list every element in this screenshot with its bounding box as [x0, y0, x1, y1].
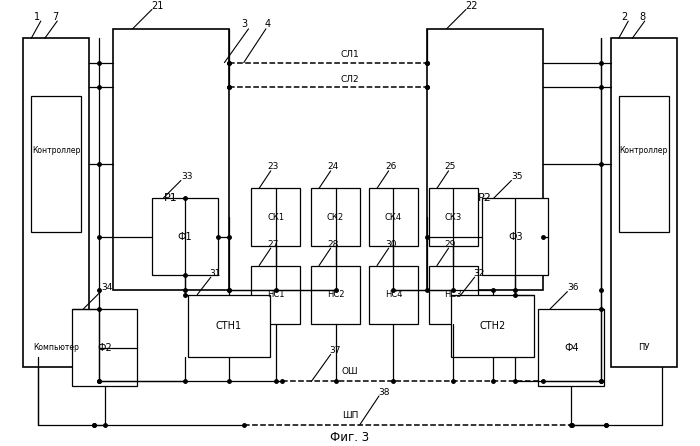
Bar — [427, 29, 543, 290]
Bar — [452, 294, 533, 357]
Text: Ф1: Ф1 — [178, 231, 192, 242]
Bar — [429, 188, 477, 246]
Text: СК4: СК4 — [385, 213, 402, 222]
Text: 30: 30 — [385, 240, 396, 249]
Bar — [23, 38, 89, 367]
Text: 1: 1 — [34, 12, 40, 22]
Bar — [251, 265, 300, 323]
Text: Фиг. 3: Фиг. 3 — [330, 431, 370, 444]
Bar — [619, 96, 669, 232]
Text: 3: 3 — [241, 19, 248, 29]
Text: 35: 35 — [512, 172, 523, 181]
Text: Ф4: Ф4 — [564, 343, 579, 353]
Bar — [31, 96, 81, 232]
Bar — [251, 188, 300, 246]
Text: СК1: СК1 — [267, 213, 284, 222]
Text: Ф2: Ф2 — [97, 343, 112, 353]
Text: 26: 26 — [385, 162, 396, 171]
Text: НС2: НС2 — [327, 290, 344, 299]
Bar — [611, 38, 677, 367]
Text: СЛ2: СЛ2 — [341, 74, 359, 83]
Bar — [482, 198, 548, 275]
Bar — [429, 265, 477, 323]
Bar — [312, 188, 360, 246]
Text: 37: 37 — [330, 346, 342, 355]
Text: НС3: НС3 — [444, 290, 462, 299]
Text: 21: 21 — [151, 0, 164, 11]
Text: 31: 31 — [209, 269, 220, 278]
Text: СК3: СК3 — [444, 213, 462, 222]
Text: СК2: СК2 — [327, 213, 344, 222]
Bar — [152, 198, 218, 275]
Text: ОШ: ОШ — [342, 368, 358, 376]
Text: Р2: Р2 — [478, 194, 492, 203]
Text: СТН2: СТН2 — [480, 321, 505, 331]
Text: ШП: ШП — [342, 411, 358, 420]
Bar — [188, 294, 270, 357]
Bar — [113, 29, 229, 290]
Text: 2: 2 — [622, 12, 627, 22]
Text: 32: 32 — [473, 269, 484, 278]
Text: Компьютер: Компьютер — [34, 343, 79, 352]
Text: СТН1: СТН1 — [216, 321, 241, 331]
Text: ПУ: ПУ — [638, 343, 650, 352]
Text: 25: 25 — [444, 162, 456, 171]
Bar — [312, 265, 360, 323]
Text: Контроллер: Контроллер — [620, 146, 668, 155]
Text: Контроллер: Контроллер — [32, 146, 80, 155]
Text: 7: 7 — [52, 12, 58, 22]
Text: СЛ1: СЛ1 — [341, 50, 359, 59]
Text: 28: 28 — [327, 240, 338, 249]
Text: 24: 24 — [327, 162, 338, 171]
Text: 22: 22 — [466, 0, 478, 11]
Text: 34: 34 — [101, 283, 112, 292]
Bar — [538, 309, 604, 386]
Text: Ф3: Ф3 — [508, 231, 522, 242]
Bar — [370, 188, 418, 246]
Text: 38: 38 — [378, 388, 390, 396]
Text: 33: 33 — [181, 172, 193, 181]
Text: НС4: НС4 — [385, 290, 402, 299]
Text: 27: 27 — [267, 240, 279, 249]
Text: НС1: НС1 — [267, 290, 284, 299]
Text: Р1: Р1 — [164, 194, 178, 203]
Text: 29: 29 — [444, 240, 456, 249]
Text: 4: 4 — [265, 19, 271, 29]
Text: 36: 36 — [568, 283, 579, 292]
Text: 8: 8 — [640, 12, 646, 22]
Bar — [370, 265, 418, 323]
Text: 23: 23 — [267, 162, 279, 171]
Bar — [71, 309, 137, 386]
